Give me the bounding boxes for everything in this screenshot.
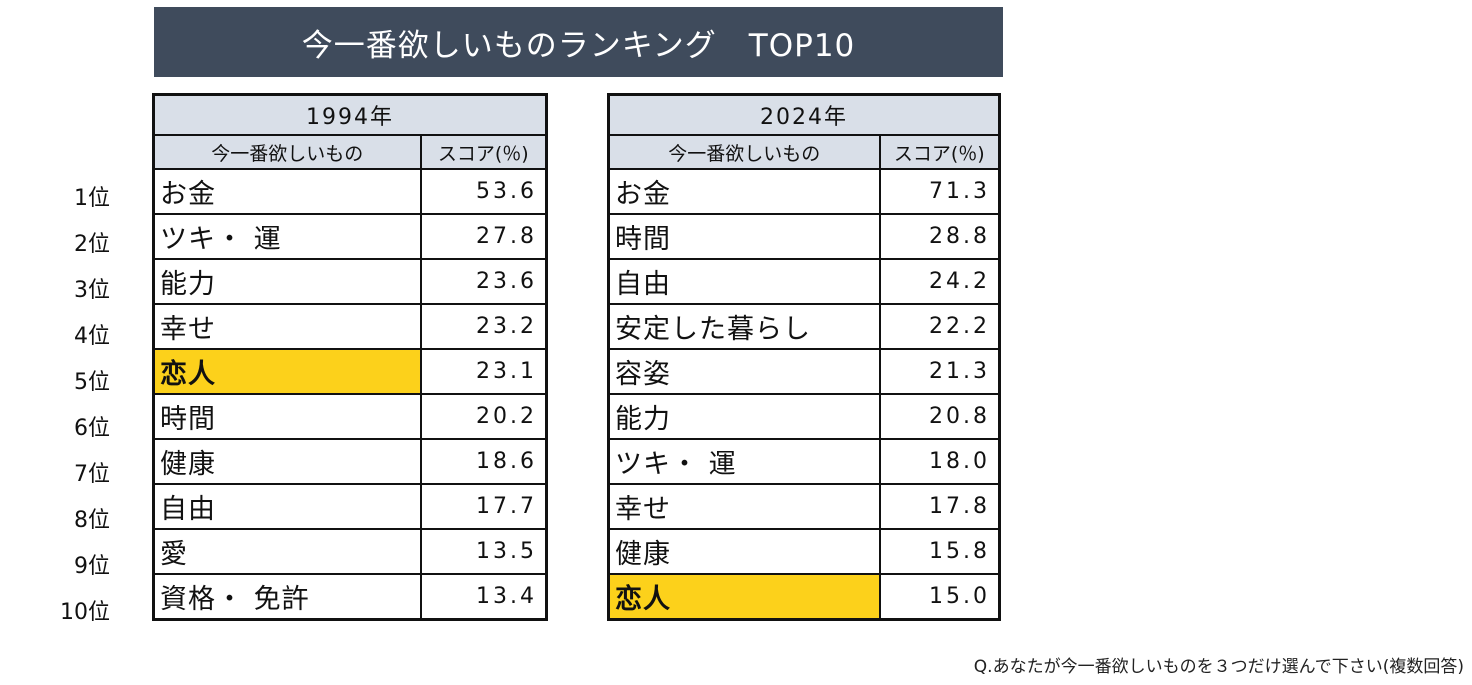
column-header-item: 今一番欲しいもの	[607, 134, 881, 170]
score-cell: 18.6	[419, 438, 548, 485]
item-cell: 健康	[152, 438, 422, 485]
rank-label: 9位	[74, 554, 110, 579]
score-cell: 13.4	[419, 573, 548, 621]
score-cell: 13.5	[419, 528, 548, 575]
table-row: 安定した暮らし 22.2	[607, 303, 1001, 350]
table-row: 健康 15.8	[607, 528, 1001, 575]
year-header: 2024年	[607, 93, 1001, 136]
table-row: 時間 20.2	[152, 393, 548, 440]
column-header-score: スコア(％)	[419, 134, 548, 170]
score-cell: 24.2	[878, 258, 1001, 305]
rank-label: 3位	[74, 278, 110, 303]
score-cell: 23.1	[419, 348, 548, 395]
item-cell: 安定した暮らし	[607, 303, 881, 350]
ranking-table-1994: 1994年 今一番欲しいもの スコア(％) お金 53.6 ツキ・ 運 27.8 能…	[152, 93, 548, 621]
table-row: 自由 17.7	[152, 483, 548, 530]
column-header-item: 今一番欲しいもの	[152, 134, 422, 170]
item-cell: 幸せ	[152, 303, 422, 350]
score-cell: 17.7	[419, 483, 548, 530]
table-row: ツキ・ 運 27.8	[152, 213, 548, 260]
table-row: 幸せ 23.2	[152, 303, 548, 350]
item-cell: 健康	[607, 528, 881, 575]
table-row: 幸せ 17.8	[607, 483, 1001, 530]
table-row: 健康 18.6	[152, 438, 548, 485]
table-row: ツキ・ 運 18.0	[607, 438, 1001, 485]
rank-label: 8位	[74, 508, 110, 533]
item-cell: 時間	[607, 213, 881, 260]
score-cell: 22.2	[878, 303, 1001, 350]
score-cell: 17.8	[878, 483, 1001, 530]
item-cell: 時間	[152, 393, 422, 440]
rank-label: 1位	[74, 186, 110, 211]
score-cell: 20.2	[419, 393, 548, 440]
table-row: 愛 13.5	[152, 528, 548, 575]
score-cell: 28.8	[878, 213, 1001, 260]
item-cell: ツキ・ 運	[152, 213, 422, 260]
item-cell: お金	[607, 168, 881, 215]
rank-label: 7位	[74, 462, 110, 487]
item-cell: 容姿	[607, 348, 881, 395]
rank-label: 6位	[74, 416, 110, 441]
score-cell: 18.0	[878, 438, 1001, 485]
score-cell: 71.3	[878, 168, 1001, 215]
ranking-table-2024: 2024年 今一番欲しいもの スコア(％) お金 71.3 時間 28.8 自由 24…	[607, 93, 1001, 621]
score-cell: 27.8	[419, 213, 548, 260]
score-cell: 21.3	[878, 348, 1001, 395]
score-cell: 15.8	[878, 528, 1001, 575]
item-cell: 愛	[152, 528, 422, 575]
item-cell: 資格・ 免許	[152, 573, 422, 621]
table-row: 資格・ 免許 13.4	[152, 573, 548, 621]
table-row: 能力 20.8	[607, 393, 1001, 440]
rank-label: 5位	[74, 370, 110, 395]
table-row: 恋人 15.0	[607, 573, 1001, 621]
table-row: お金 71.3	[607, 168, 1001, 215]
item-cell-highlighted: 恋人	[152, 348, 422, 395]
table-row: お金 53.6	[152, 168, 548, 215]
rank-label: 4位	[74, 324, 110, 349]
rank-label: 10位	[60, 600, 110, 625]
survey-question-footnote: Q.あなたが今一番欲しいものを３つだけ選んで下さい(複数回答)	[973, 657, 1464, 677]
table-row: 自由 24.2	[607, 258, 1001, 305]
item-cell: 能力	[152, 258, 422, 305]
item-cell: 幸せ	[607, 483, 881, 530]
table-row: 能力 23.6	[152, 258, 548, 305]
item-cell: 能力	[607, 393, 881, 440]
year-header: 1994年	[152, 93, 548, 136]
score-cell: 15.0	[878, 573, 1001, 621]
item-cell-highlighted: 恋人	[607, 573, 881, 621]
table-row: 容姿 21.3	[607, 348, 1001, 395]
item-cell: 自由	[152, 483, 422, 530]
rank-label: 2位	[74, 232, 110, 257]
score-cell: 23.2	[419, 303, 548, 350]
rank-column: 1位 2位 3位 4位 5位 6位 7位 8位 9位 10位	[30, 173, 120, 633]
column-header-score: スコア(％)	[878, 134, 1001, 170]
score-cell: 53.6	[419, 168, 548, 215]
table-row: 恋人 23.1	[152, 348, 548, 395]
page-title: 今一番欲しいものランキング TOP10	[154, 7, 1003, 77]
score-cell: 20.8	[878, 393, 1001, 440]
item-cell: 自由	[607, 258, 881, 305]
item-cell: ツキ・ 運	[607, 438, 881, 485]
score-cell: 23.6	[419, 258, 548, 305]
item-cell: お金	[152, 168, 422, 215]
table-row: 時間 28.8	[607, 213, 1001, 260]
